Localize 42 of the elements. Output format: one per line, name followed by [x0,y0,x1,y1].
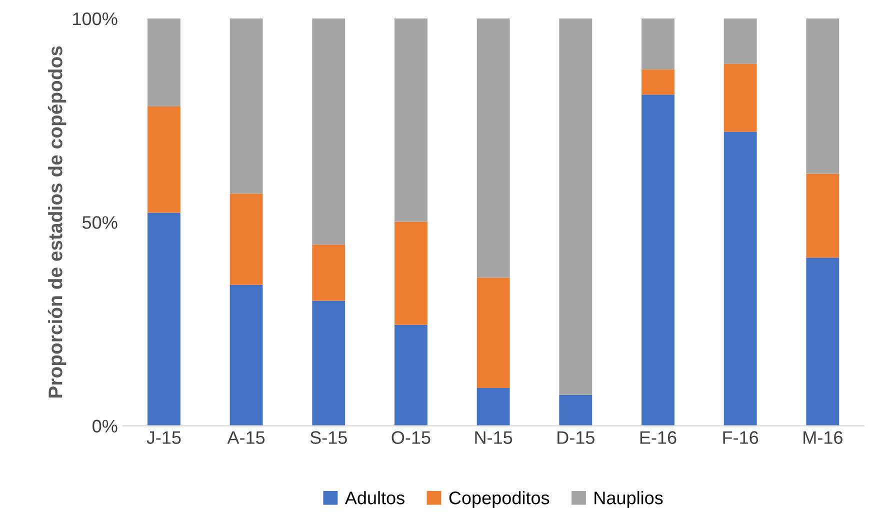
y-tick-label: 50% [82,216,118,229]
bar [312,244,346,301]
bar [724,132,757,426]
bar [230,194,263,285]
bar [147,106,180,213]
y-tick-label: 0% [92,420,118,433]
bar [642,18,674,70]
bar [476,388,510,426]
bar [724,18,757,64]
bar [642,69,674,95]
bar [147,212,180,426]
bar [394,222,428,325]
x-tick-label: J-15 [146,431,181,444]
x-tick-label: D-15 [558,431,594,444]
bar [230,18,263,194]
x-tick-label: N-15 [475,431,512,444]
x-tick-label: M-16 [804,431,842,444]
x-tick-label: A-15 [227,431,265,444]
legend-label: Copepoditos [449,491,550,508]
y-axis-title: Proporción de estadios de copépodos [48,46,66,398]
bar [394,324,428,426]
bar [230,284,263,426]
bar [312,300,346,426]
bar [312,18,346,245]
bar [559,18,592,395]
bar [642,94,674,426]
bar [476,18,510,278]
x-tick-label: F-16 [723,431,758,444]
bar [559,394,592,426]
x-tick-label: O-15 [392,431,430,444]
bar [476,278,510,388]
bar [806,258,840,426]
x-tick-label: E-16 [640,431,676,444]
x-tick-label: S-15 [310,431,347,444]
bar [147,18,180,106]
y-tick-label: 100% [73,12,118,26]
bar [806,174,840,258]
legend-label: Adultos [344,491,404,504]
bar [806,18,840,174]
legend-label: Nauplios [594,491,663,508]
bar [724,64,757,132]
bar [394,18,428,222]
